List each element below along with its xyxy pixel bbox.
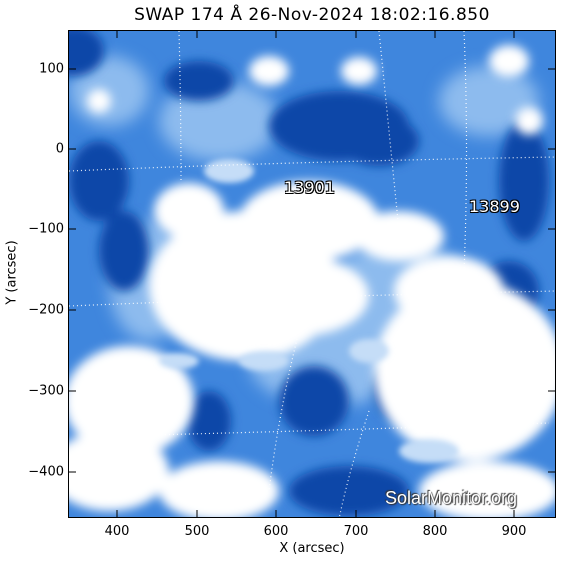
x-tick-label: 500 [184, 524, 210, 539]
x-tick-label: 800 [422, 524, 448, 539]
x-tick-label: 900 [501, 524, 527, 539]
active-region-label: 13901 [284, 178, 335, 197]
y-tick-label: −200 [28, 302, 64, 318]
y-tick-label: −300 [28, 383, 64, 399]
y-axis-label: Y (arcsec) [4, 240, 20, 305]
x-tick-label: 400 [104, 524, 130, 539]
x-tick-label: 700 [343, 524, 369, 539]
y-tick-label: 0 [55, 141, 64, 157]
solar-euv-image [69, 31, 555, 517]
active-region-label: 13899 [469, 197, 520, 216]
x-axis-label: X (arcsec) [279, 541, 345, 556]
y-tick-label: −100 [28, 221, 64, 237]
x-tick-label: 600 [263, 524, 289, 539]
watermark-logo: SolarMonitor.org [385, 488, 518, 508]
y-tick-label: 100 [39, 61, 64, 77]
y-tick-label: −400 [28, 464, 64, 480]
image-title: SWAP 174 Å 26-Nov-2024 18:02:16.850 [134, 5, 490, 25]
solar-image-frame [68, 30, 556, 518]
